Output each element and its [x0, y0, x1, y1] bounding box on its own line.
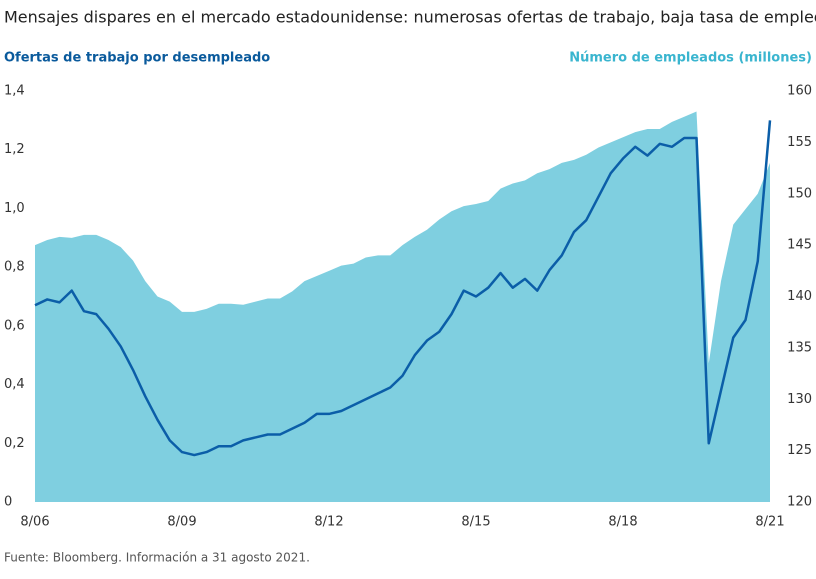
x-tick-label: 8/12 [314, 515, 343, 530]
y-tick-label: 1,2 [4, 142, 25, 157]
y2-tick-label: 145 [787, 238, 812, 253]
x-tick-label: 8/06 [20, 515, 49, 530]
y-tick-label: 0,6 [4, 318, 25, 333]
x-tick-label: 8/21 [755, 515, 784, 530]
x-tick-label: 8/09 [167, 515, 196, 530]
y-tick-label: 0 [4, 495, 12, 510]
y2-tick-label: 140 [787, 289, 812, 304]
x-tick-label: 8/18 [608, 515, 637, 530]
y2-tick-label: 125 [787, 443, 812, 458]
y-tick-label: 1,4 [4, 84, 25, 99]
area [35, 111, 770, 503]
y-tick-label: 0,2 [4, 436, 25, 451]
y-axis-label: Ofertas de trabajo por desempleado [4, 51, 270, 66]
y-tick-label: 0,4 [4, 377, 25, 392]
footnote: Fuente: Bloomberg. Información a 31 agos… [4, 551, 310, 565]
chart-title: Mensajes dispares en el mercado estadoun… [4, 8, 816, 27]
y2-tick-label: 120 [787, 495, 812, 510]
y2-tick-label: 155 [787, 135, 812, 150]
y-tick-label: 1,0 [4, 201, 25, 216]
y2-tick-label: 150 [787, 186, 812, 201]
y2-tick-label: 130 [787, 392, 812, 407]
y2-axis-label: Número de empleados (millones) [569, 51, 812, 66]
y-tick-label: 0,8 [4, 260, 25, 275]
x-tick-label: 8/15 [461, 515, 490, 530]
y2-tick-label: 160 [787, 84, 812, 99]
line [34, 120, 772, 457]
y2-tick-label: 135 [787, 340, 812, 355]
